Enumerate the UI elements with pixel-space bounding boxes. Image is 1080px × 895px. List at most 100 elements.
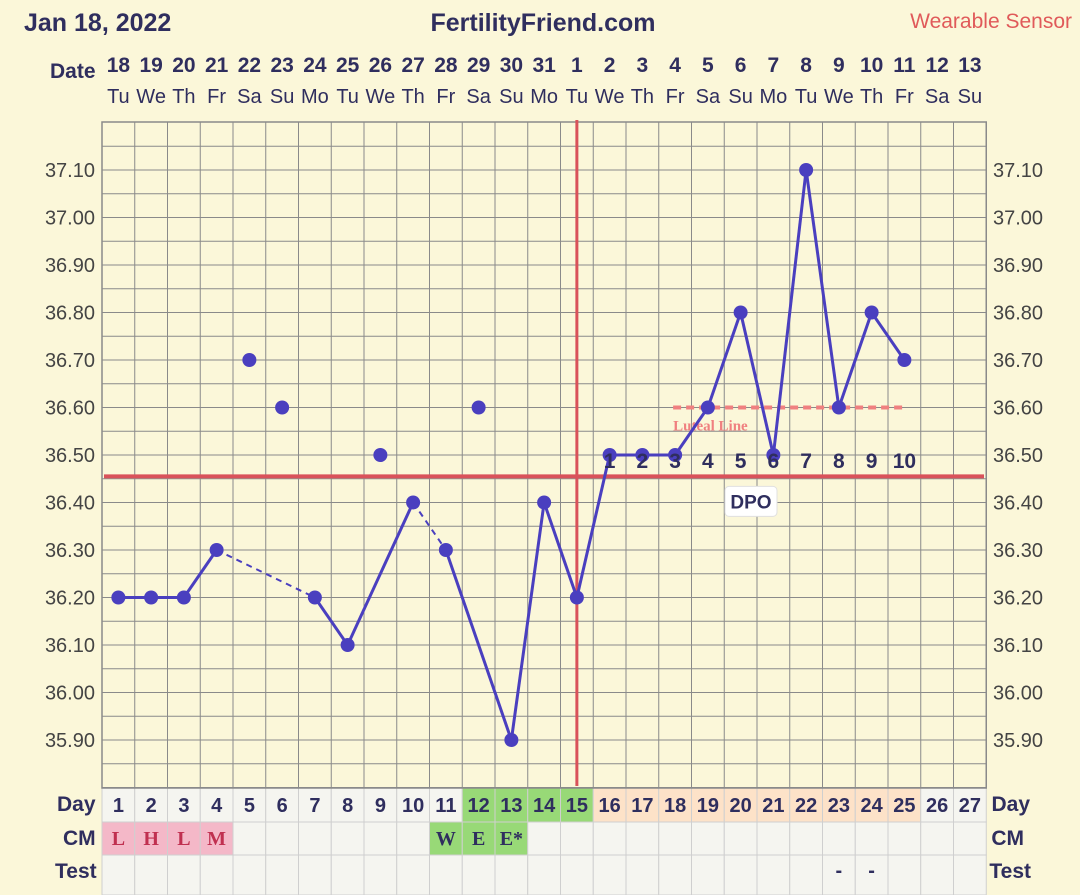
cm-cell (101, 821, 136, 856)
day-cell (461, 787, 496, 823)
cm-cell (756, 821, 791, 856)
test-cell (396, 854, 430, 895)
day-cell (330, 787, 365, 823)
excluded-temperature-point (471, 400, 486, 415)
test-cell (134, 854, 168, 895)
y-tick-right: 36.90 (993, 255, 1043, 277)
cycle-day-label: 14 (533, 795, 556, 817)
cm-value: E* (500, 828, 523, 850)
date-tick: 3 (637, 54, 649, 77)
y-tick-left: 36.40 (45, 493, 95, 515)
x-axis-labels: 18Tu19We20Th21Fr22Sa23Su24Mo25Tu26We27Th… (107, 54, 982, 108)
date-tick: 9 (833, 54, 845, 77)
date-tick: 19 (139, 54, 162, 77)
date-tick: 2 (604, 54, 616, 77)
test-cell (265, 854, 299, 895)
date-tick: 10 (860, 54, 883, 77)
test-cell (756, 854, 791, 895)
weekday-tick: Th (631, 86, 654, 108)
test-cell (723, 854, 758, 895)
y-tick-left: 36.30 (45, 540, 95, 562)
date-tick: 13 (958, 54, 981, 77)
date-tick: 20 (172, 54, 195, 77)
cycle-day-label: 13 (500, 795, 522, 817)
cycle-day-label: 11 (435, 795, 456, 817)
temperature-point (340, 638, 355, 652)
cm-cell (625, 821, 660, 856)
cm-value: E (472, 828, 485, 850)
dpo-number: 5 (735, 450, 747, 473)
cm-cell (527, 821, 561, 856)
test-cell (232, 854, 267, 895)
reference-lines: Luteal Line DPO (104, 120, 984, 786)
test-cell (920, 854, 954, 895)
date-tick: 7 (768, 54, 780, 77)
test-row-label-right: Test (989, 860, 1031, 883)
day-cell (494, 787, 529, 823)
weekday-tick: Mo (759, 86, 787, 108)
cm-cell (822, 821, 856, 856)
y-tick-left: 36.10 (45, 635, 95, 657)
temperature-point (406, 495, 421, 510)
series-segment (346, 501, 415, 646)
cm-value: H (143, 828, 159, 850)
series-segment (673, 406, 710, 456)
dpo-number: 4 (702, 450, 714, 473)
test-cell (494, 854, 529, 895)
cycle-day-label: 7 (309, 795, 320, 817)
cycle-day-label: 24 (861, 795, 884, 817)
weekday-tick: Tu (795, 86, 818, 108)
test-cell (527, 854, 561, 895)
cm-cell (298, 821, 332, 856)
day-cell (723, 787, 758, 823)
y-tick-left: 36.00 (45, 683, 95, 705)
series-gap-segment (216, 549, 316, 599)
temperature-point (176, 590, 191, 605)
test-cell (625, 854, 660, 895)
temperature-point (668, 448, 683, 462)
cm-row-label-right: CM (991, 827, 1024, 850)
cycle-day-label: 23 (828, 795, 850, 817)
date-tick: 28 (434, 54, 458, 77)
cycle-day-label: 19 (697, 795, 719, 817)
dpo-box (724, 485, 778, 517)
y-tick-right: 36.80 (993, 303, 1043, 325)
dpo-number: 10 (893, 450, 916, 473)
temperature-point (635, 448, 650, 462)
weekday-tick: Su (958, 86, 982, 108)
cycle-day-label: 21 (762, 795, 784, 817)
y-tick-right: 36.10 (993, 635, 1043, 657)
series-segment (509, 502, 546, 741)
weekday-tick: Su (728, 86, 752, 108)
y-tick-left: 36.80 (45, 303, 95, 325)
weekday-tick: Sa (925, 86, 950, 108)
test-cell (953, 854, 987, 895)
test-cell (330, 854, 365, 895)
site-title[interactable]: FertilityFriend.com (430, 9, 655, 37)
y-tick-left: 36.60 (45, 398, 95, 420)
cm-cell (789, 821, 823, 856)
cm-cell (199, 821, 234, 856)
cycle-day-label: 25 (893, 795, 915, 817)
series-segment (575, 454, 612, 598)
y-tick-left: 37.00 (45, 208, 95, 230)
test-cell (363, 854, 398, 895)
cycle-day-label: 26 (926, 795, 948, 817)
weekday-tick: We (136, 86, 166, 108)
temperature-series (111, 163, 912, 747)
cycle-day-label: 10 (402, 795, 424, 817)
date-tick: 29 (467, 54, 490, 77)
temperature-point (111, 590, 126, 605)
series-segment (313, 596, 349, 646)
date-tick: 6 (735, 54, 747, 77)
test-cell (789, 854, 823, 895)
weekday-tick: Fr (207, 86, 226, 108)
temperature-point (799, 163, 814, 177)
cycle-day-label: 12 (468, 795, 490, 817)
cycle-day-label: 3 (178, 795, 189, 817)
cycle-day-label: 20 (730, 795, 752, 817)
y-tick-right: 37.00 (993, 208, 1043, 230)
excluded-temperature-point (242, 353, 257, 367)
weekday-tick: Th (401, 86, 424, 108)
cm-cell (265, 821, 299, 856)
